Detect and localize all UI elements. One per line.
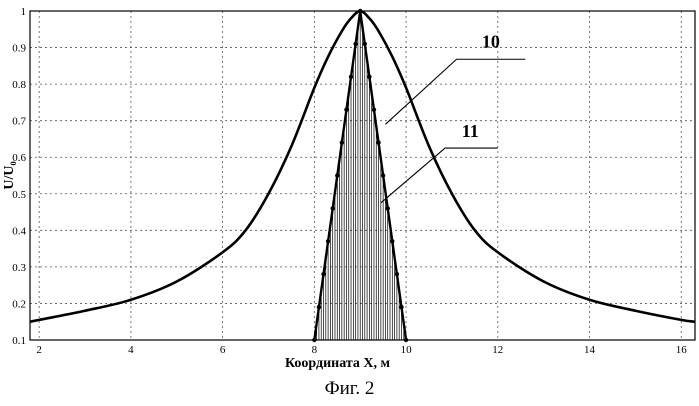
x-tick-label: 6 [220,344,226,356]
x-tick-label: 10 [401,344,413,356]
callout-10-label: 10 [482,32,500,52]
series-11-point [344,108,348,112]
y-tick-label: 0.3 [12,262,26,274]
x-tick-label: 14 [584,344,596,356]
x-tick-label: 2 [36,344,42,356]
y-tick-label: 0.2 [12,298,26,310]
series-11-point [376,140,380,144]
series-11-point [335,173,339,177]
series-11-point [399,305,403,309]
x-tick-label: 12 [492,344,503,356]
y-tick-label: 0.8 [12,79,26,91]
figure-caption: Фиг. 2 [0,378,699,400]
x-axis-label: Координата X, м [285,356,391,370]
callout-11-label: 11 [462,121,479,141]
y-tick-label: 0.7 [12,116,26,128]
y-tick-label: 0.4 [12,225,26,237]
series-11-point [390,239,394,243]
series-11-point [363,42,367,46]
series-11-point [349,75,353,79]
y-axis-label: U/U₀ [2,161,17,189]
series-11-point [386,206,390,210]
callouts: 10 11 [381,32,525,203]
series-11-point [372,108,376,112]
series-11-point [395,272,399,276]
chart: 2468101214160.10.20.30.40.50.60.70.80.91… [0,0,699,370]
series-11-point [326,239,330,243]
series-11-hatch [314,11,406,340]
series-11-point [367,75,371,79]
series-11-point [381,173,385,177]
series-11-point [353,42,357,46]
series-11-point [321,272,325,276]
y-tick-label: 0.1 [12,335,26,347]
x-tick-label: 8 [312,344,318,356]
x-tick-label: 16 [676,344,688,356]
series-11-point [340,140,344,144]
series-11-point [330,206,334,210]
callout-11-leader [381,148,498,203]
x-tick-label: 4 [128,344,134,356]
y-tick-label: 1 [21,6,27,18]
y-tick-label: 0.9 [12,43,26,55]
series-11-point [317,305,321,309]
